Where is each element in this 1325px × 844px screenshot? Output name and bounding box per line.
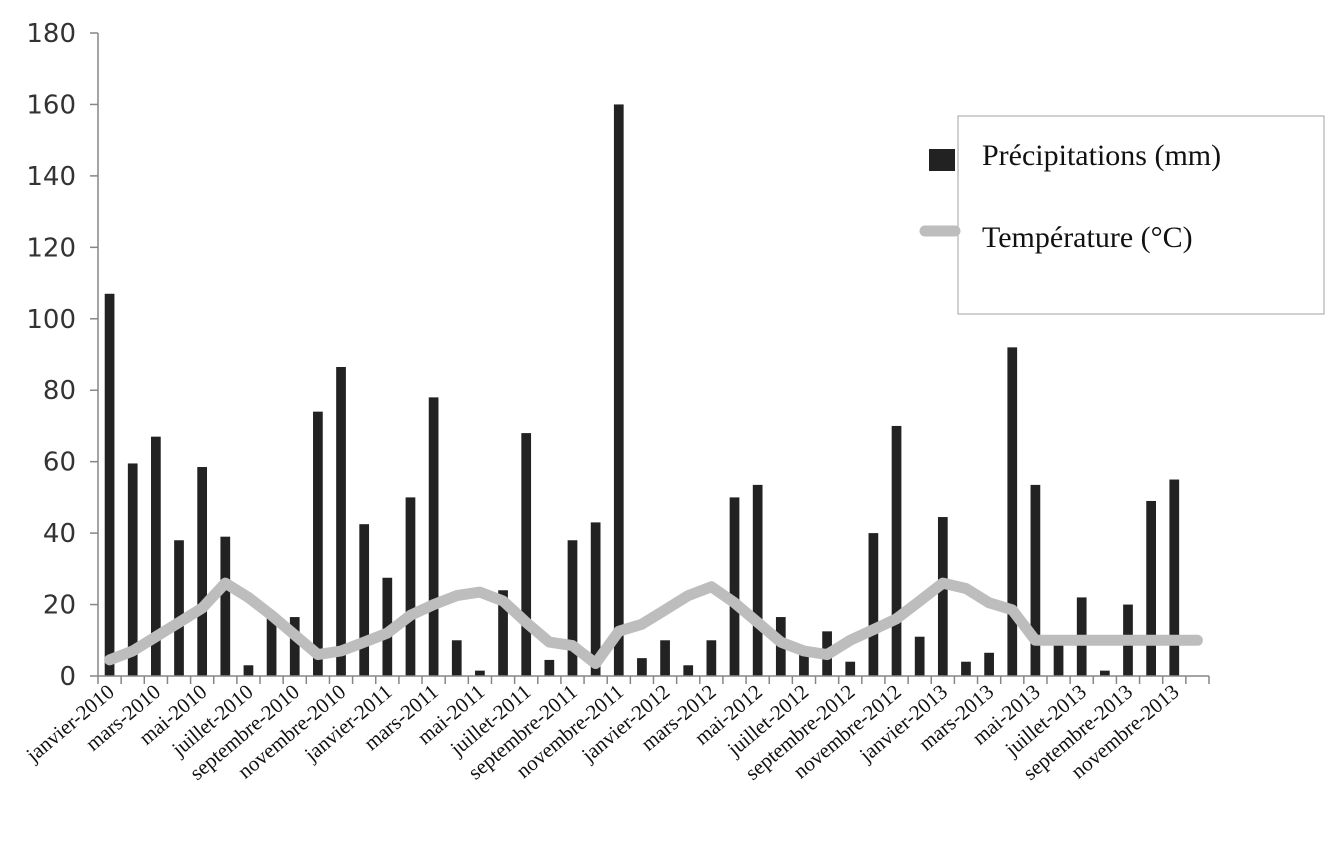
precipitation-bar xyxy=(845,661,856,676)
precipitation-bar xyxy=(498,590,508,676)
precipitation-bar xyxy=(868,533,879,676)
precipitation-bar xyxy=(104,293,115,676)
precipitation-bar xyxy=(1169,479,1180,676)
precipitation-bar xyxy=(174,540,184,676)
y-tick-label: 80 xyxy=(43,376,76,406)
y-tick-label: 40 xyxy=(43,519,76,549)
precipitation-bar xyxy=(313,411,323,676)
legend-swatch-precipitations xyxy=(929,149,955,171)
precipitation-bar xyxy=(937,517,948,676)
y-tick-label: 140 xyxy=(26,162,76,192)
precipitation-bar xyxy=(752,484,763,676)
precipitation-bar xyxy=(243,665,254,676)
y-tick-label: 60 xyxy=(43,448,76,478)
y-tick-label: 120 xyxy=(26,233,76,263)
precipitation-bar xyxy=(336,367,346,676)
precipitation-bar xyxy=(706,640,717,676)
precipitation-bar xyxy=(799,650,809,676)
precipitation-bar xyxy=(683,665,694,676)
precipitation-bar xyxy=(220,536,231,676)
precipitation-bar xyxy=(266,615,277,676)
y-tick-label: 180 xyxy=(26,19,76,49)
precipitation-bar xyxy=(475,670,485,676)
precipitation-bar xyxy=(961,661,971,676)
y-tick-label: 20 xyxy=(43,591,76,621)
precipitation-bar xyxy=(1007,347,1018,676)
precipitation-bar xyxy=(151,436,161,676)
precipitation-bar xyxy=(359,524,370,676)
y-tick-label: 160 xyxy=(26,90,76,120)
precipitation-bar xyxy=(289,617,300,676)
legend-label-temperature: Température (°C) xyxy=(982,221,1193,254)
temperature-line xyxy=(104,577,1203,669)
precipitation-bar xyxy=(914,636,925,676)
precipitation-bar xyxy=(567,540,578,676)
legend-label-precipitations: Précipitations (mm) xyxy=(982,139,1221,172)
precipitation-bar xyxy=(127,463,138,676)
precipitation-bar xyxy=(197,467,208,676)
precipitation-bar xyxy=(729,497,740,676)
precipitation-bar xyxy=(1030,484,1041,676)
precipitation-bar xyxy=(544,659,555,676)
precipitation-bar xyxy=(613,104,624,676)
legend: Précipitations (mm) Température (°C) xyxy=(919,115,1325,315)
precipitation-bar xyxy=(405,497,416,676)
legend-box xyxy=(957,115,1325,315)
precipitation-bar xyxy=(428,397,439,676)
precipitation-bar xyxy=(451,640,462,676)
y-tick-label: 100 xyxy=(26,305,76,335)
precipitation-bar xyxy=(521,433,532,676)
precipitation-bar xyxy=(1099,670,1110,676)
precipitation-bar xyxy=(1053,636,1064,676)
precipitation-bar xyxy=(1146,500,1156,676)
y-tick-label: 0 xyxy=(59,662,76,692)
precipitation-bar xyxy=(637,658,647,676)
precipitation-bar xyxy=(590,522,601,676)
precipitation-bar xyxy=(891,425,902,676)
precipitation-bar xyxy=(660,640,670,676)
precipitation-bar xyxy=(984,652,994,676)
